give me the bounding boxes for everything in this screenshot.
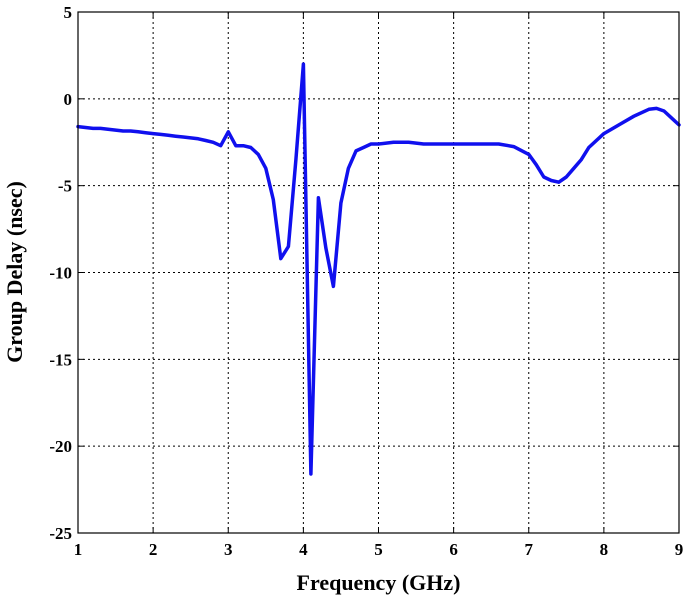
x-tick-label: 4 — [299, 540, 308, 559]
x-tick-label: 8 — [600, 540, 609, 559]
y-tick-label: 0 — [64, 90, 73, 109]
plot-frame — [77, 11, 680, 534]
x-tick-label: 2 — [149, 540, 158, 559]
y-tick-labels: 5 0 -5 -10 -15 -20 -25 — [49, 3, 72, 543]
x-tick-labels: 1 2 3 4 5 6 7 8 9 — [74, 540, 684, 559]
x-tick-label: 1 — [74, 540, 83, 559]
x-tick-label: 6 — [449, 540, 458, 559]
x-tick-label: 5 — [374, 540, 383, 559]
y-axis-label: Group Delay (nsec) — [2, 181, 27, 363]
series-line — [76, 62, 681, 476]
y-tick-label: -5 — [58, 177, 72, 196]
x-axis-label: Frequency (GHz) — [297, 570, 461, 595]
y-tick-label: -10 — [49, 264, 72, 283]
y-tick-label: -25 — [49, 524, 72, 543]
x-tick-label: 3 — [224, 540, 233, 559]
y-tick-label: -15 — [49, 350, 72, 369]
x-tick-label: 9 — [675, 540, 684, 559]
y-tick-label: 5 — [64, 3, 73, 22]
x-tick-label: 7 — [525, 540, 534, 559]
y-tick-label: -20 — [49, 437, 72, 456]
